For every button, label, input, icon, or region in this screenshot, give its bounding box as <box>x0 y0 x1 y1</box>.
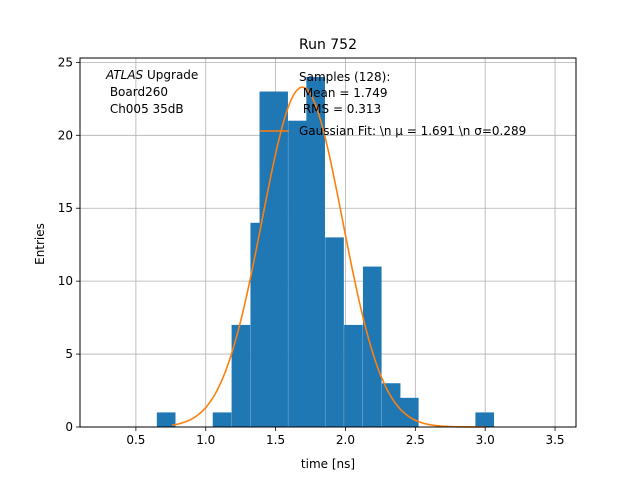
rms-label: RMS = 0.313 <box>299 102 381 116</box>
x-tick-label: 1.0 <box>196 433 215 447</box>
x-tick-label: 2.0 <box>336 433 355 447</box>
y-tick-label: 0 <box>65 420 73 434</box>
histogram-bar <box>212 412 232 427</box>
histogram-bar <box>269 91 288 427</box>
sample-stats-annotation: Samples (128): Mean = 1.749 RMS = 0.313 <box>299 70 390 116</box>
histogram-bar <box>288 120 307 427</box>
x-tick-label: 2.5 <box>406 433 425 447</box>
gaussian-fit-curve <box>172 86 486 428</box>
plot-frame <box>79 57 577 428</box>
y-axis-label: Entries <box>33 223 47 265</box>
channel-label: Ch005 35dB <box>106 102 184 116</box>
legend: Gaussian Fit: \n μ = 1.691 \n σ=0.289 <box>260 124 526 138</box>
y-tick-label: 5 <box>65 347 73 361</box>
y-tick-label: 10 <box>58 274 73 288</box>
x-axis-label: time [ns] <box>301 457 355 471</box>
experiment-name-italic: ATLAS <box>105 68 144 82</box>
histogram-bar <box>306 76 325 427</box>
histogram-bars <box>156 76 495 427</box>
legend-label-gaussian: Gaussian Fit: \n μ = 1.691 \n σ=0.289 <box>299 124 526 138</box>
histogram-bar <box>362 266 382 427</box>
x-axis-ticks: 0.5 1.0 1.5 2.0 2.5 3.0 3.5 <box>126 427 565 447</box>
y-tick-label: 25 <box>58 55 73 69</box>
x-tick-label: 1.5 <box>266 433 285 447</box>
board-label: Board260 <box>106 85 168 99</box>
experiment-name-rest: Upgrade <box>143 68 198 82</box>
histogram-bar <box>344 324 363 427</box>
experiment-label: ATLAS Upgrade <box>105 68 198 82</box>
y-axis-ticks: 0 5 10 15 20 25 <box>58 55 80 434</box>
y-tick-label: 15 <box>58 201 73 215</box>
chart-title: Run 752 <box>299 37 357 53</box>
x-tick-label: 3.5 <box>545 433 564 447</box>
mean-label: Mean = 1.749 <box>299 86 388 100</box>
samples-count-label: Samples (128): <box>299 70 390 84</box>
histogram-bar <box>156 412 176 427</box>
histogram-bar <box>381 383 401 427</box>
run-info-annotation: ATLAS Upgrade Board260 Ch005 35dB <box>105 68 198 116</box>
gaussian-fit-layer <box>172 86 486 428</box>
x-tick-label: 0.5 <box>126 433 145 447</box>
y-tick-label: 20 <box>58 128 73 142</box>
histogram-bar <box>231 324 251 427</box>
x-tick-label: 3.0 <box>476 433 495 447</box>
histogram-bar <box>325 237 344 427</box>
histogram-bar <box>475 412 495 427</box>
